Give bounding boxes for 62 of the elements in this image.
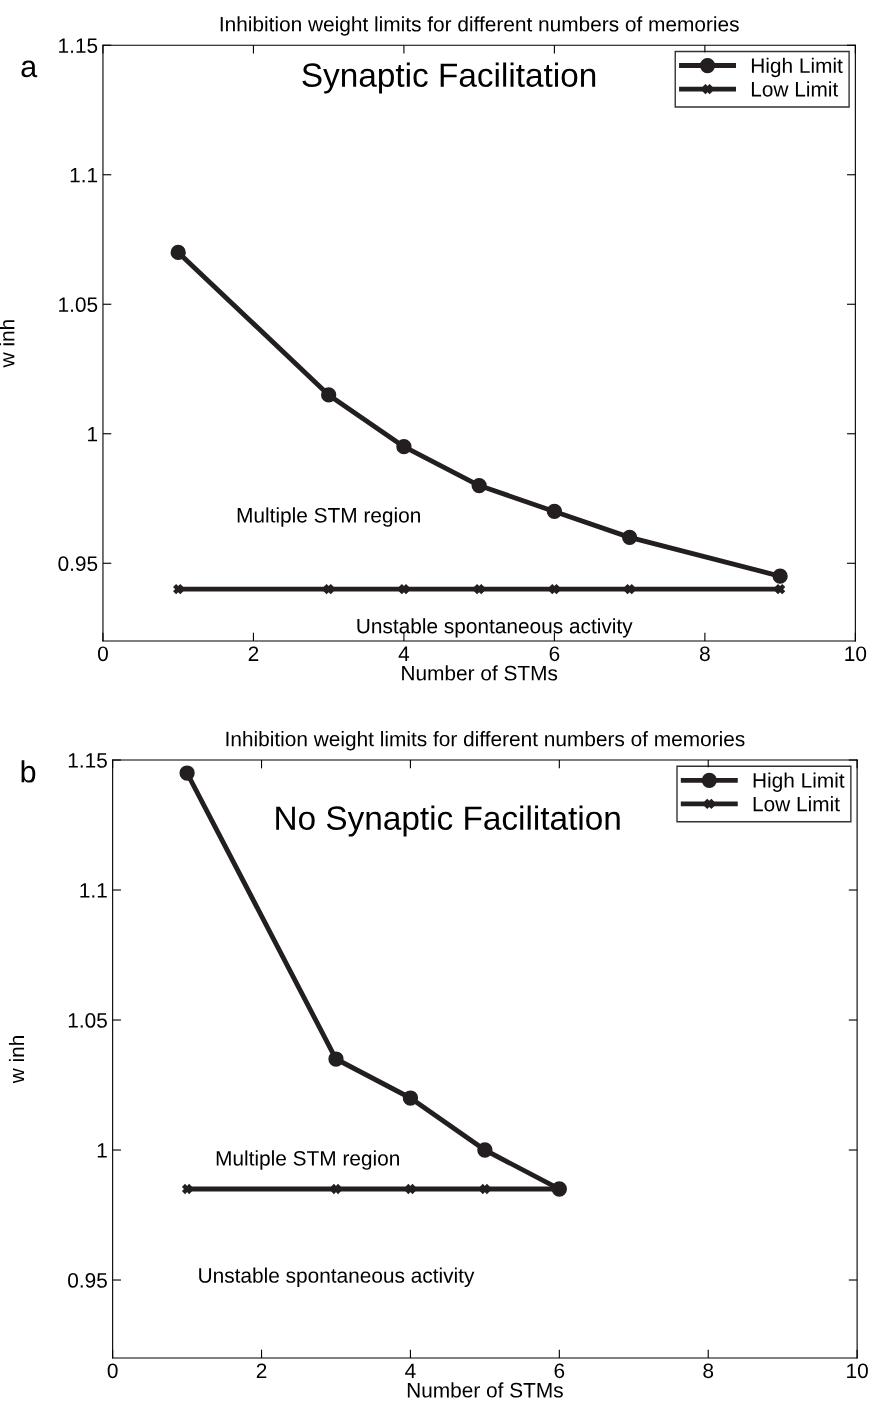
point [622, 529, 638, 546]
annotation: Multiple STM region [237, 507, 420, 527]
point [624, 584, 635, 595]
annotation: No Synaptic Facilitation [276, 805, 620, 837]
point [399, 584, 409, 595]
y-tick-label: 1.05 [68, 1013, 107, 1028]
point [549, 584, 560, 595]
point [477, 1142, 493, 1158]
y-tick-label: 0.95 [68, 1273, 107, 1288]
legend-label: High Limit [753, 772, 845, 792]
x-tick-label: 8 [699, 646, 710, 662]
point [323, 584, 334, 595]
point [331, 1184, 341, 1194]
point [772, 568, 788, 584]
chart-title: Inhibition weight limits for different numbers of memories [220, 16, 739, 36]
point [396, 439, 412, 455]
y-tick-label: 1.1 [70, 167, 98, 183]
y-tick-label: 1 [97, 1143, 107, 1158]
x-tick-label: 6 [549, 646, 560, 662]
annotation: Synaptic Facilitation [302, 62, 596, 94]
y-tick-label: 1.05 [59, 297, 98, 313]
point [179, 765, 195, 781]
text: a [21, 60, 38, 78]
annotation: Unstable spontaneous activity [357, 618, 633, 638]
point [328, 1051, 344, 1067]
point [182, 1184, 192, 1194]
y-tick-label: 1 [88, 426, 98, 442]
y-tick-label: 0.95 [58, 556, 98, 572]
point [321, 387, 337, 403]
text: b [21, 760, 36, 783]
x-tick-label: 2 [256, 1363, 267, 1378]
x-tick-label: 0 [97, 646, 108, 662]
point [173, 584, 184, 595]
point [405, 1184, 416, 1194]
x-tick-label: 0 [107, 1363, 118, 1379]
annotation: Multiple STM region [216, 1150, 399, 1170]
point [170, 244, 186, 261]
point [471, 477, 487, 494]
legend-label: Low Limit [753, 796, 840, 812]
point [480, 1184, 490, 1194]
x-tick-label: 4 [405, 1363, 416, 1378]
point [402, 1090, 419, 1106]
point [546, 503, 563, 520]
y-axis-title: w inh [8, 1036, 25, 1084]
x-tick-label: 10 [845, 646, 867, 662]
point [775, 584, 785, 595]
legend-label: Low Limit [751, 81, 839, 97]
annotation: Unstable spontaneous activity [199, 1267, 475, 1287]
y-tick-label: 1.1 [80, 883, 107, 898]
x-tick-label: 8 [703, 1363, 714, 1379]
y-axis-title: w inh [0, 320, 15, 368]
x-axis-title: Number of STMs [407, 1382, 563, 1398]
y-tick-label: 1.15 [68, 753, 107, 768]
x-axis-title: Number of STMs [402, 665, 558, 681]
x-tick-label: 6 [554, 1363, 565, 1379]
point [474, 584, 485, 595]
x-tick-label: 4 [398, 646, 410, 661]
x-tick-label: 10 [847, 1363, 868, 1379]
legend-label: High Limit [751, 57, 843, 78]
chart-title: Inhibition weight limits for different numbers of memories [226, 731, 745, 751]
x-tick-label: 2 [248, 646, 259, 661]
y-tick-label: 1.15 [59, 38, 98, 53]
